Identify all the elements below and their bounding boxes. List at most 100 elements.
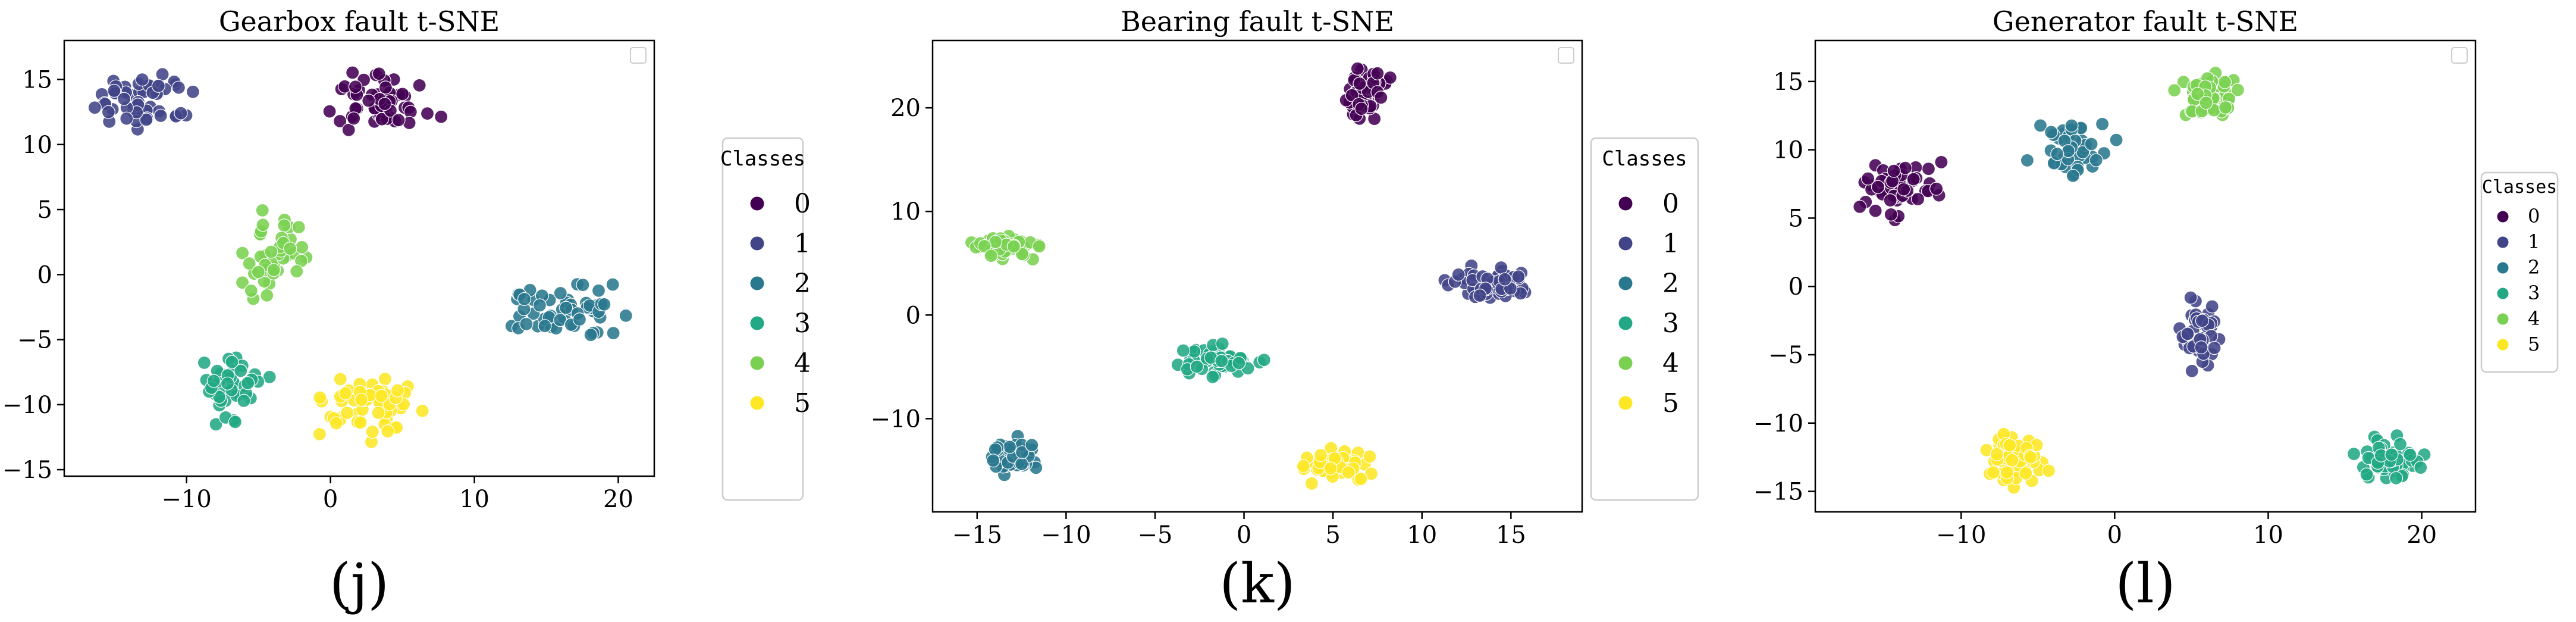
- point-class-0: [341, 123, 356, 137]
- point-class-2: [572, 312, 587, 327]
- point-class-4: [256, 218, 270, 232]
- point-class-4: [1006, 239, 1021, 254]
- point-class-0: [1906, 172, 1921, 186]
- point-class-4: [2167, 83, 2182, 98]
- point-class-1: [1494, 260, 1508, 275]
- point-class-4: [255, 203, 269, 217]
- point-class-0: [1374, 90, 1388, 105]
- point-class-4: [260, 288, 274, 302]
- point-class-3: [2393, 437, 2408, 451]
- point-class-3: [1215, 354, 1229, 368]
- point-class-3: [209, 417, 223, 432]
- point-class-2: [2050, 147, 2064, 161]
- point-class-1: [87, 101, 102, 115]
- chart-title: Generator fault t-SNE: [1993, 5, 2298, 37]
- point-class-2: [619, 308, 633, 323]
- point-class-0: [420, 107, 435, 121]
- legend-label: 2: [1662, 268, 1679, 299]
- point-class-3: [220, 376, 235, 390]
- point-class-2: [2020, 153, 2034, 167]
- legend-marker: [749, 196, 765, 211]
- point-class-5: [378, 371, 393, 386]
- panel-label: (l): [2115, 552, 2175, 615]
- legend-marker: [749, 276, 765, 291]
- empty-legend-box: [630, 47, 647, 64]
- y-tick-label: −10: [871, 405, 921, 433]
- point-class-5: [1323, 461, 1338, 476]
- point-class-2: [1025, 438, 1039, 452]
- legend-marker: [2496, 287, 2509, 300]
- point-class-3: [2403, 448, 2417, 462]
- legend-label: 5: [1662, 388, 1679, 418]
- points-layer: [964, 61, 1532, 490]
- point-class-0: [348, 80, 363, 94]
- x-tick-label: 15: [1496, 521, 1526, 549]
- point-class-4: [283, 242, 297, 256]
- point-class-3: [2347, 446, 2361, 461]
- y-tick-label: 0: [37, 261, 52, 289]
- legend-marker: [1618, 276, 1633, 291]
- point-class-3: [2384, 448, 2399, 462]
- point-class-3: [1206, 370, 1220, 384]
- point-class-2: [2109, 133, 2123, 147]
- point-class-0: [391, 113, 406, 127]
- point-class-2: [2084, 137, 2098, 151]
- legend-label: 2: [794, 268, 811, 299]
- x-tick-label: 5: [1325, 521, 1340, 549]
- point-class-5: [340, 405, 354, 420]
- legend-label: 0: [1662, 189, 1679, 219]
- point-class-5: [2023, 450, 2038, 464]
- point-class-4: [295, 240, 309, 254]
- legend-label: 5: [2528, 333, 2540, 355]
- y-tick-label: −15: [2, 457, 52, 484]
- legend-label: 2: [2528, 256, 2540, 279]
- point-class-5: [354, 393, 369, 407]
- point-class-1: [171, 80, 186, 95]
- panel-label: (k): [1219, 552, 1295, 615]
- point-class-2: [986, 454, 1000, 468]
- point-class-4: [290, 264, 304, 279]
- legend-label: 4: [1662, 348, 1679, 379]
- point-class-0: [1929, 182, 1944, 196]
- point-class-5: [1341, 465, 1356, 480]
- point-class-5: [381, 424, 395, 439]
- point-class-3: [228, 415, 242, 429]
- point-class-4: [244, 283, 258, 298]
- point-class-5: [1363, 449, 1377, 464]
- legend: Classes 0 1 2 3 4 5: [720, 137, 811, 501]
- point-class-3: [237, 393, 251, 408]
- chart-title: Gearbox fault t-SNE: [219, 5, 500, 37]
- point-class-0: [1354, 102, 1369, 116]
- empty-legend-box: [2451, 47, 2468, 64]
- point-class-3: [1176, 343, 1191, 358]
- x-tick-label: 20: [603, 486, 633, 513]
- legend-label: 4: [794, 348, 811, 379]
- legend-marker: [2496, 338, 2509, 351]
- point-class-1: [155, 67, 170, 82]
- point-class-5: [390, 383, 405, 398]
- x-tick-label: −5: [1137, 521, 1172, 549]
- legend-marker: [1618, 315, 1633, 331]
- point-class-0: [362, 93, 376, 108]
- point-class-5: [353, 415, 368, 430]
- point-class-3: [1215, 336, 1229, 351]
- point-class-0: [1861, 171, 1875, 186]
- point-class-3: [2359, 467, 2374, 482]
- legend-marker: [2496, 210, 2509, 223]
- x-tick-label: 20: [2406, 521, 2437, 549]
- legend-marker: [1618, 395, 1633, 411]
- point-class-0: [1898, 161, 1912, 175]
- x-tick-label: −10: [1936, 521, 1986, 549]
- point-class-2: [1015, 457, 1029, 471]
- x-tick-label: 10: [1407, 521, 1437, 549]
- point-class-3: [206, 374, 221, 388]
- point-class-0: [412, 78, 426, 92]
- point-class-4: [2219, 100, 2233, 115]
- x-tick-label: 0: [1237, 521, 1251, 549]
- point-class-2: [2066, 168, 2080, 183]
- legend-title: Classes: [720, 147, 805, 171]
- legend-frame: [2480, 171, 2559, 373]
- point-class-2: [519, 317, 534, 332]
- x-tick-label: 10: [459, 486, 490, 513]
